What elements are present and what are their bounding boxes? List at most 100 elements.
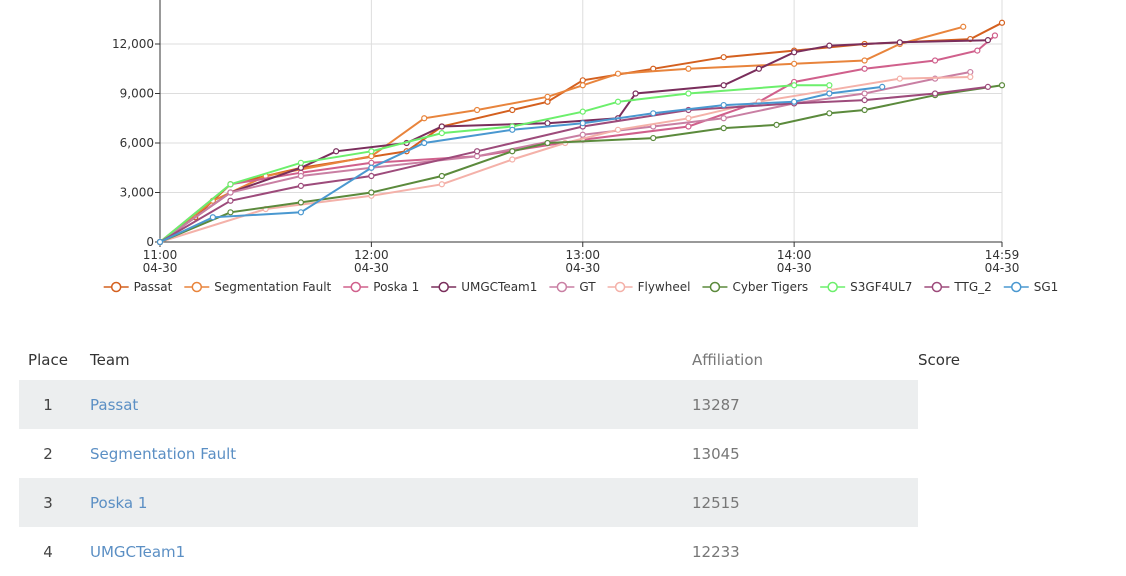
table-cell: 13287: [692, 380, 918, 429]
x-tick-label: 13:00: [565, 248, 600, 262]
legend-item[interactable]: Segmentation Fault: [184, 280, 332, 294]
data-point: [544, 139, 551, 147]
data-point: [826, 42, 833, 49]
legend-item[interactable]: Cyber Tigers: [702, 280, 808, 294]
table-cell: UMGCTeam1: [77, 527, 692, 576]
data-point: [579, 108, 586, 115]
team-link[interactable]: Segmentation Fault: [90, 444, 237, 463]
data-point: [438, 130, 445, 137]
legend-item[interactable]: SG1: [1003, 280, 1059, 294]
legend-item[interactable]: Poska 1: [343, 280, 419, 294]
scoreboard-table: Place Team Affiliation Score 1 Passat 13287 2 S…: [19, 340, 1109, 576]
legend-marker: [556, 281, 568, 293]
data-point: [991, 32, 999, 39]
data-point: [509, 148, 516, 155]
table-row: 3 Poska 1 12515: [19, 478, 1109, 527]
y-tick-label: 12,000: [112, 37, 154, 51]
table-cell: 3: [19, 478, 77, 527]
data-point: [473, 153, 481, 160]
data-point: [368, 164, 375, 171]
data-point: [227, 197, 234, 204]
legend-item[interactable]: GT: [549, 280, 596, 294]
data-point: [861, 106, 868, 114]
legend-item[interactable]: Flywheel: [607, 280, 691, 294]
legend-item[interactable]: Passat: [103, 280, 173, 294]
data-point: [473, 106, 481, 114]
data-point: [297, 164, 305, 171]
legend-label: Cyber Tigers: [732, 280, 808, 294]
y-tick-label: 9,000: [120, 87, 154, 101]
data-point: [509, 106, 516, 114]
table-cell: 4: [43, 542, 53, 561]
legend-label: Passat: [134, 280, 173, 294]
legend-marker: [350, 281, 362, 293]
legend-marker: [191, 281, 203, 293]
data-point: [509, 156, 516, 163]
series-line: [159, 25, 964, 243]
data-point: [720, 82, 727, 89]
data-point: [209, 214, 216, 221]
table-cell: 12233: [692, 542, 740, 561]
data-point: [720, 125, 727, 132]
team-link[interactable]: Poska 1: [90, 493, 148, 512]
data-point: [720, 54, 727, 61]
data-point: [960, 23, 967, 30]
legend-label: SG1: [1034, 280, 1059, 294]
legend-marker: [438, 281, 449, 293]
series-line: [159, 84, 1003, 243]
data-point: [579, 131, 586, 138]
y-tick-label: 3,000: [120, 186, 154, 200]
header-row: Place Team Affiliation Score: [19, 340, 1109, 380]
legend-label: TTG_2: [953, 280, 991, 294]
table-cell: 2: [43, 444, 53, 463]
data-point: [579, 82, 586, 89]
data-point: [579, 77, 586, 84]
table-cell: Segmentation Fault: [77, 429, 692, 478]
table-row: 2 Segmentation Fault 13045: [19, 429, 1109, 478]
legend-marker: [931, 281, 943, 293]
legend-marker: [110, 281, 122, 293]
data-point: [614, 98, 622, 105]
data-point: [297, 199, 305, 206]
data-point: [438, 172, 445, 180]
data-point: [826, 82, 833, 89]
team-link[interactable]: Passat: [90, 395, 139, 414]
data-point: [544, 98, 551, 105]
data-point: [984, 83, 992, 91]
legend-item[interactable]: UMGCTeam1: [431, 280, 537, 294]
column-header: Place: [28, 351, 68, 369]
data-point: [861, 57, 868, 64]
column-header: Affiliation: [692, 351, 764, 369]
table-row: 4 UMGCTeam1 12233: [19, 527, 1109, 576]
x-tick-date: 04-30: [143, 261, 178, 275]
legend-marker: [827, 281, 838, 293]
legend-label: UMGCTeam1: [461, 280, 537, 294]
legend-marker: [709, 281, 721, 293]
data-point: [720, 115, 727, 122]
data-point: [974, 47, 981, 54]
data-point: [297, 182, 305, 189]
data-point: [685, 115, 692, 122]
data-point: [421, 115, 428, 122]
data-point: [650, 110, 657, 117]
x-tick-date: 04-30: [565, 261, 600, 275]
data-point: [896, 75, 903, 82]
data-point: [861, 65, 868, 72]
table-cell: 13045: [692, 444, 740, 463]
data-point: [368, 153, 375, 160]
data-point: [368, 148, 375, 155]
data-point: [826, 110, 833, 117]
data-point: [227, 189, 234, 196]
data-point: [967, 68, 974, 76]
score-chart: 03,0006,0009,00012,00011:0004-3012:0004-…: [103, 0, 1059, 294]
legend-item[interactable]: S3GF4UL7: [820, 280, 912, 294]
data-point: [791, 49, 798, 56]
data-point: [297, 159, 305, 166]
data-point: [632, 90, 639, 97]
x-tick-label: 11:00: [143, 248, 178, 262]
data-point: [421, 139, 428, 147]
team-link[interactable]: UMGCTeam1: [90, 542, 186, 561]
data-point: [333, 148, 340, 155]
page: {"chart_data": {"type": "line", "xlim": …: [19, 0, 1059, 561]
legend-item[interactable]: TTG_2: [924, 280, 992, 294]
